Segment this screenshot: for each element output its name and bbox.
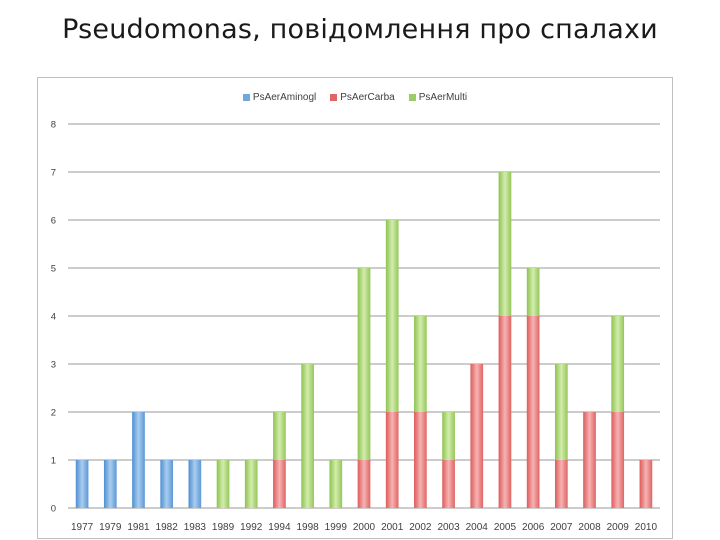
bar-PsAerCarba-2009 xyxy=(611,412,625,508)
bar-PsAerMulti-1999 xyxy=(329,460,343,508)
x-tick-label: 1992 xyxy=(240,522,263,533)
y-tick-label: 8 xyxy=(51,120,56,131)
bar-PsAerAminogl-1982 xyxy=(160,460,174,508)
legend-label-multi: PsAerMulti xyxy=(418,92,468,103)
x-tick-label: 1998 xyxy=(296,522,319,533)
x-tick-label: 2001 xyxy=(381,522,404,533)
bar-PsAerMulti-1998 xyxy=(301,364,314,508)
x-tick-label: 2003 xyxy=(437,522,460,533)
bar-PsAerCarba-1994 xyxy=(273,460,286,508)
bar-PsAerCarba-2007 xyxy=(554,460,568,508)
chart-legend: PsAerAminogl PsAerCarba PsAerMulti xyxy=(38,92,672,103)
legend-item-multi: PsAerMulti xyxy=(408,92,468,103)
x-tick-label: 2009 xyxy=(607,522,630,533)
legend-swatch-carba xyxy=(330,94,338,101)
bar-PsAerAminogl-1979 xyxy=(103,460,117,508)
bar-PsAerMulti-2007 xyxy=(554,364,568,460)
x-tick-label: 2008 xyxy=(578,522,601,533)
x-tick-label: 2010 xyxy=(635,522,658,533)
bar-PsAerCarba-2006 xyxy=(526,316,540,508)
bar-PsAerCarba-2010 xyxy=(639,460,653,508)
x-tick-label: 2004 xyxy=(466,522,489,533)
x-tick-label: 2002 xyxy=(409,522,432,533)
x-tick-label: 2005 xyxy=(494,522,517,533)
bar-PsAerMulti-1989 xyxy=(216,460,230,508)
x-tick-label: 2006 xyxy=(522,522,545,533)
legend-swatch-aminogl xyxy=(242,94,250,101)
x-tick-label: 1979 xyxy=(99,522,122,533)
x-tick-label: 2000 xyxy=(353,522,376,533)
bar-PsAerAminogl-1981 xyxy=(132,412,145,508)
legend-item-carba: PsAerCarba xyxy=(330,92,395,103)
y-tick-label: 7 xyxy=(51,168,56,179)
chart-area: PsAerAminogl PsAerCarba PsAerMulti 0 1 2 3 4… xyxy=(37,77,673,539)
bar-PsAerMulti-2001 xyxy=(385,220,399,412)
bar-PsAerMulti-2003 xyxy=(442,412,455,460)
bar-PsAerAminogl-1983 xyxy=(188,460,202,508)
x-tick-label: 1981 xyxy=(127,522,150,533)
y-tick-label: 6 xyxy=(51,216,56,227)
x-tick-label: 1994 xyxy=(268,522,291,533)
legend-swatch-multi xyxy=(408,94,416,101)
bar-PsAerMulti-2000 xyxy=(357,268,371,460)
y-tick-label: 0 xyxy=(51,504,56,515)
slide-title: Pseudomonas, повідомлення про спалахи xyxy=(62,14,658,45)
bar-PsAerMulti-2006 xyxy=(526,268,540,316)
x-tick-label: 1982 xyxy=(156,522,179,533)
x-tick-label: 1999 xyxy=(325,522,348,533)
bar-PsAerCarba-2003 xyxy=(442,460,455,508)
y-tick-label: 5 xyxy=(51,264,56,275)
bar-PsAerCarba-2001 xyxy=(385,412,399,508)
bar-PsAerCarba-2000 xyxy=(357,460,371,508)
bar-PsAerAminogl-1977 xyxy=(75,460,89,508)
y-tick-label: 3 xyxy=(51,360,56,371)
x-tick-label: 2007 xyxy=(550,522,573,533)
x-tick-label: 1977 xyxy=(71,522,94,533)
x-tick-label: 1983 xyxy=(184,522,207,533)
legend-label-aminogl: PsAerAminogl xyxy=(252,92,317,103)
bar-PsAerMulti-1994 xyxy=(273,412,286,460)
bar-PsAerMulti-2002 xyxy=(414,316,427,412)
bar-PsAerMulti-2005 xyxy=(498,172,512,316)
legend-label-carba: PsAerCarba xyxy=(340,92,395,103)
x-tick-label: 1989 xyxy=(212,522,235,533)
y-tick-label: 2 xyxy=(51,408,56,419)
bar-PsAerMulti-1992 xyxy=(244,460,258,508)
bar-PsAerCarba-2004 xyxy=(470,364,484,508)
bar-PsAerCarba-2005 xyxy=(498,316,512,508)
bar-chart-svg: 0 1 2 3 4 5 6 7 8 1977 1979 1981 1982 1983 1989 1992 199… xyxy=(51,120,660,533)
y-tick-label: 4 xyxy=(51,312,56,323)
bar-PsAerCarba-2008 xyxy=(583,412,596,508)
bar-PsAerCarba-2002 xyxy=(414,412,427,508)
y-tick-label: 1 xyxy=(51,456,56,467)
bar-PsAerMulti-2009 xyxy=(611,316,625,412)
legend-item-aminogl: PsAerAminogl xyxy=(242,92,317,103)
